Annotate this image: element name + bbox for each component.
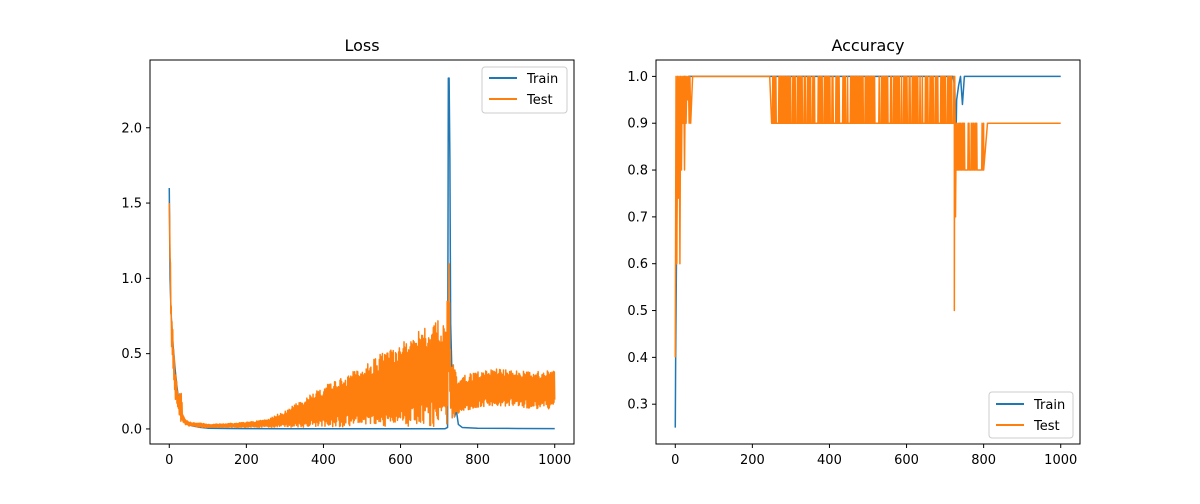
loss-legend-train-label: Train [526, 72, 558, 87]
loss-axes: 0 200 400 600 800 1000 0.0 0.5 1.0 1.5 2.0 [121, 121, 571, 468]
y-tick-label: 0.5 [121, 347, 142, 362]
y-tick-label: 0.8 [627, 164, 648, 179]
y-tick-label: 0.6 [627, 257, 648, 272]
y-tick-label: 0.0 [121, 422, 142, 437]
y-tick-label: 1.5 [121, 197, 142, 212]
accuracy-chart: Accuracy 0 200 400 600 800 1000 0.3 0.4 0.5 0.6 0.… [627, 36, 1081, 468]
y-tick-label: 0.9 [627, 117, 648, 132]
y-tick-label: 2.0 [121, 121, 142, 136]
loss-plot-frame [149, 59, 575, 445]
x-tick-label: 600 [894, 453, 919, 468]
x-tick-label: 0 [671, 453, 679, 468]
loss-chart: Loss 0 200 400 600 800 1000 0.0 0.5 1.0 1.5 2.0 Tr… [121, 36, 575, 468]
x-tick-label: 400 [817, 453, 842, 468]
loss-series-test-line [168, 203, 556, 429]
y-tick-label: 0.4 [627, 351, 648, 366]
loss-legend-test-label: Test [526, 93, 553, 108]
y-tick-label: 0.5 [627, 304, 648, 319]
accuracy-plot-frame [655, 59, 1081, 445]
x-tick-label: 200 [234, 453, 259, 468]
accuracy-series-test-line [674, 75, 1061, 358]
accuracy-axes: 0 200 400 600 800 1000 0.3 0.4 0.5 0.6 0.7 0.8 0.9 1.… [627, 70, 1077, 468]
x-tick-label: 400 [311, 453, 336, 468]
x-tick-label: 1000 [538, 453, 571, 468]
x-tick-label: 800 [971, 453, 996, 468]
loss-legend: Train Test [481, 66, 568, 114]
loss-chart-title: Loss [344, 36, 379, 55]
y-tick-label: 0.7 [627, 210, 648, 225]
x-tick-label: 200 [740, 453, 765, 468]
x-tick-label: 0 [165, 453, 173, 468]
y-tick-label: 0.3 [627, 398, 648, 413]
accuracy-chart-title: Accuracy [831, 36, 904, 55]
loss-plot-area [168, 77, 556, 430]
x-tick-label: 800 [465, 453, 490, 468]
accuracy-legend: Train Test [988, 391, 1074, 439]
accuracy-legend-train-label: Train [1033, 398, 1065, 413]
x-tick-label: 1000 [1044, 453, 1077, 468]
y-tick-label: 1.0 [627, 70, 648, 85]
x-tick-label: 600 [388, 453, 413, 468]
accuracy-legend-test-label: Test [1033, 419, 1060, 434]
accuracy-plot-area [674, 75, 1061, 428]
y-tick-label: 1.0 [121, 272, 142, 287]
